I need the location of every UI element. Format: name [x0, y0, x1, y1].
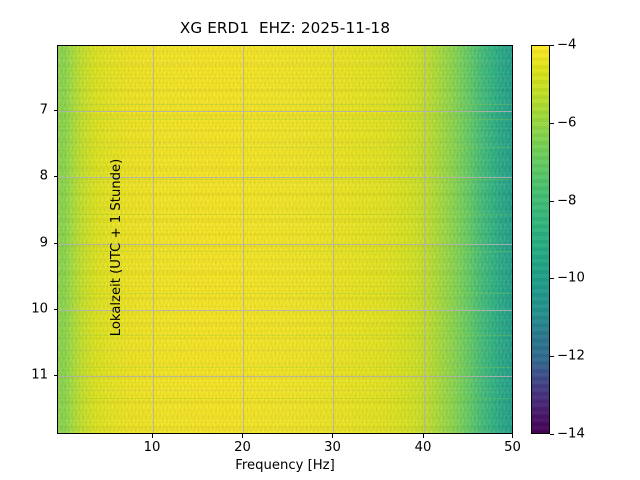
spectral-line: [58, 104, 512, 105]
y-axis-label: Lokalzeit (UTC + 1 Stunde): [109, 158, 124, 336]
ytick-label: 9: [39, 235, 48, 250]
gridline-vertical: [333, 46, 334, 433]
gridline-horizontal: [58, 243, 512, 245]
spectrogram-grain-vertical: [58, 46, 512, 433]
spectral-line: [58, 398, 512, 399]
gridline-horizontal: [58, 310, 512, 311]
ytick-mark: [53, 309, 57, 310]
gridline-vertical: [423, 46, 425, 433]
gridline-horizontal: [58, 111, 512, 112]
spectral-line: [58, 335, 512, 336]
ytick-label: 11: [31, 367, 48, 383]
xtick-mark: [151, 434, 153, 438]
colorbar[interactable]: [531, 45, 550, 434]
xtick-label: 50: [504, 440, 521, 455]
spectrogram-speckle: [58, 46, 512, 433]
spectral-line: [58, 214, 512, 215]
spectral-line: [58, 179, 512, 180]
colorbar-tick-label: −12: [557, 348, 585, 364]
colorbar-tick-mark: [550, 45, 554, 46]
colorbar-gradient: [532, 46, 549, 433]
spectrogram-time-variation: [58, 46, 512, 433]
ytick-mark: [53, 375, 57, 376]
xtick-label: 10: [143, 440, 161, 455]
x-axis-label: Frequency [Hz]: [235, 458, 335, 473]
spectral-line: [58, 293, 512, 294]
colorbar-tick-label: −4: [557, 37, 577, 53]
gridline-vertical: [243, 46, 244, 433]
ytick-mark: [53, 110, 57, 111]
xtick-label: 30: [324, 440, 341, 455]
ytick-label: 10: [31, 301, 48, 317]
page-title: XG ERD1 EHZ: 2025-11-18: [179, 19, 391, 37]
xtick-label: 20: [234, 440, 251, 455]
colorbar-tick-mark: [550, 356, 554, 358]
spectral-line: [58, 119, 512, 120]
ytick-mark: [53, 242, 57, 244]
spectral-line: [58, 147, 512, 148]
xtick-mark: [512, 434, 513, 438]
spectrogram-plot-area[interactable]: [57, 45, 513, 434]
spectrogram-grain-horizontal: [58, 46, 512, 433]
colorbar-discrete-bands: [532, 46, 549, 433]
colorbar-tick-mark: [550, 278, 554, 280]
ytick-mark: [53, 176, 57, 177]
ytick-label: 8: [39, 168, 48, 184]
colorbar-tick-label: −6: [557, 115, 577, 131]
colorbar-tick-mark: [550, 434, 554, 435]
colorbar-tick-mark: [550, 122, 554, 124]
xtick-mark: [242, 434, 243, 438]
gridline-vertical: [152, 46, 154, 433]
colorbar-tick-label: −14: [557, 426, 585, 442]
colorbar-tick-label: −10: [557, 270, 585, 286]
gridline-horizontal: [58, 177, 512, 178]
spectral-line: [58, 251, 512, 252]
xtick-mark: [422, 434, 424, 438]
spectrogram-time-highlights: [58, 46, 512, 433]
spectrogram-image: [58, 46, 512, 433]
ytick-label: 7: [39, 102, 48, 118]
colorbar-tick-label: −8: [557, 193, 577, 209]
gridline-horizontal: [58, 376, 512, 377]
colorbar-tick-mark: [550, 200, 554, 202]
spectral-line: [58, 367, 512, 368]
xtick-label: 40: [414, 440, 432, 455]
xtick-mark: [332, 434, 333, 438]
